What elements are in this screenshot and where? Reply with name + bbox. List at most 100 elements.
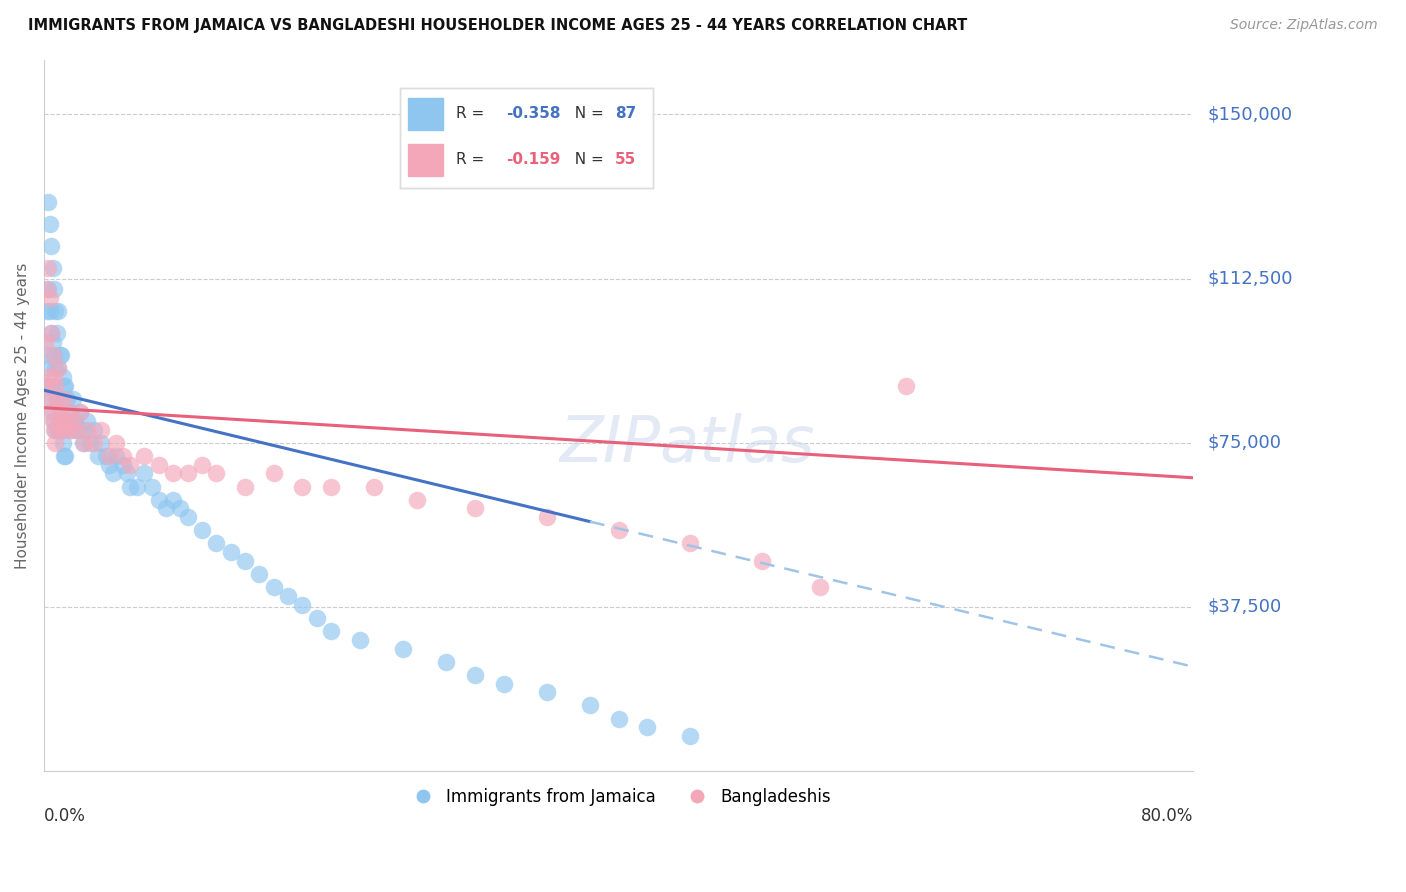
Point [51, 435, 73, 450]
Point [65, 414, 87, 428]
Point [115, 467, 138, 481]
Point [233, 554, 256, 568]
Point [51, 370, 73, 384]
Point [104, 449, 127, 463]
Y-axis label: Householder Income Ages 25 - 44 years: Householder Income Ages 25 - 44 years [15, 262, 30, 568]
Point [49, 348, 72, 362]
Point [60, 423, 83, 437]
Point [55, 379, 77, 393]
Point [536, 510, 558, 524]
Point [45, 392, 67, 406]
Point [53, 392, 76, 406]
Point [148, 492, 170, 507]
Point [79, 435, 101, 450]
Point [679, 729, 702, 743]
Point [134, 467, 156, 481]
Point [679, 536, 702, 550]
Point [66, 423, 89, 437]
Point [44, 361, 66, 376]
Point [148, 458, 170, 472]
Point [162, 467, 184, 481]
Point [76, 414, 98, 428]
Point [46, 423, 69, 437]
Point [45, 392, 67, 406]
Point [751, 554, 773, 568]
Point [46, 304, 69, 318]
Text: IMMIGRANTS FROM JAMAICA VS BANGLADESHI HOUSEHOLDER INCOME AGES 25 - 44 YEARS COR: IMMIGRANTS FROM JAMAICA VS BANGLADESHI H… [28, 18, 967, 33]
Text: 80.0%: 80.0% [1140, 806, 1194, 825]
Point [536, 685, 558, 699]
Point [291, 598, 314, 612]
Point [35, 304, 58, 318]
Point [191, 458, 214, 472]
Point [49, 423, 72, 437]
Point [39, 392, 62, 406]
Point [263, 467, 285, 481]
Point [90, 435, 112, 450]
Point [247, 567, 270, 582]
Point [169, 501, 191, 516]
Point [321, 479, 343, 493]
Point [39, 405, 62, 419]
Point [46, 361, 69, 376]
Point [41, 260, 63, 275]
Point [49, 414, 72, 428]
Text: $150,000: $150,000 [1208, 105, 1292, 123]
Point [37, 370, 59, 384]
Point [73, 423, 96, 437]
Point [205, 467, 228, 481]
Text: $112,500: $112,500 [1208, 269, 1292, 287]
Point [58, 405, 80, 419]
Point [76, 423, 98, 437]
Point [55, 414, 77, 428]
Point [155, 501, 177, 516]
Point [205, 536, 228, 550]
Point [111, 458, 134, 472]
Point [51, 423, 73, 437]
Point [46, 423, 69, 437]
Point [35, 379, 58, 393]
Point [39, 238, 62, 252]
Point [41, 405, 63, 419]
Point [53, 379, 76, 393]
Point [48, 414, 70, 428]
Point [44, 379, 66, 393]
Point [53, 449, 76, 463]
Point [87, 449, 110, 463]
Point [73, 435, 96, 450]
Text: $37,500: $37,500 [1208, 598, 1281, 616]
Point [59, 405, 82, 419]
Point [34, 348, 56, 362]
Point [37, 283, 59, 297]
Point [48, 348, 70, 362]
Legend: Immigrants from Jamaica, Bangladeshis: Immigrants from Jamaica, Bangladeshis [399, 781, 838, 813]
Point [162, 492, 184, 507]
Point [233, 479, 256, 493]
Point [464, 501, 486, 516]
Point [34, 334, 56, 349]
Point [492, 676, 515, 690]
Point [111, 449, 134, 463]
Point [305, 611, 328, 625]
Point [176, 510, 198, 524]
Point [42, 414, 65, 428]
Text: $75,000: $75,000 [1208, 434, 1281, 451]
Point [464, 668, 486, 682]
Text: ZIPatlas: ZIPatlas [560, 413, 815, 475]
Point [38, 291, 60, 305]
Point [63, 414, 86, 428]
Point [38, 379, 60, 393]
Point [349, 632, 371, 647]
Point [219, 545, 242, 559]
Point [37, 194, 59, 209]
Point [62, 392, 84, 406]
Point [607, 712, 630, 726]
Point [127, 479, 149, 493]
Point [134, 449, 156, 463]
Point [39, 326, 62, 341]
Point [44, 435, 66, 450]
Point [321, 624, 343, 638]
Point [45, 326, 67, 341]
Point [41, 348, 63, 362]
Point [35, 283, 58, 297]
